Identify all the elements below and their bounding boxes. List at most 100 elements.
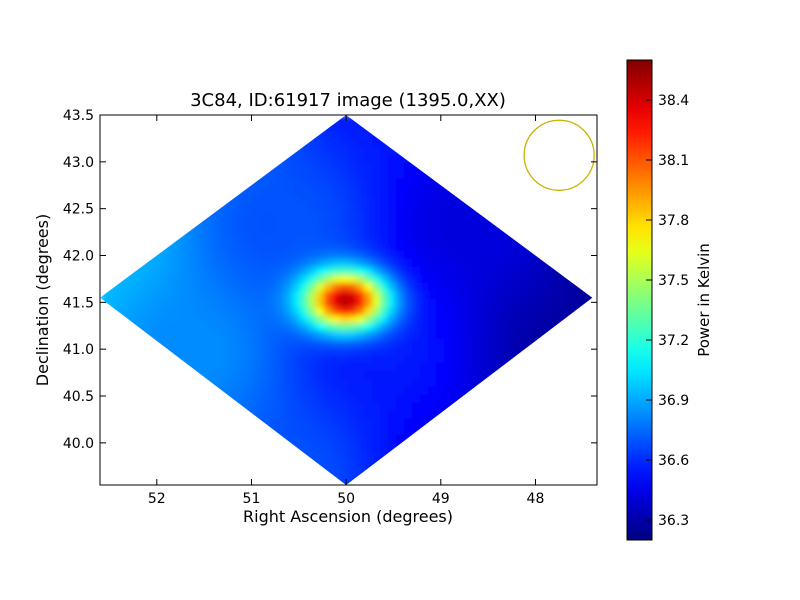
heatmap-cell [196, 123, 205, 132]
heatmap-cell [316, 411, 325, 420]
heatmap-cell [516, 459, 525, 468]
heatmap-cell [308, 371, 317, 380]
heatmap-cell [484, 171, 493, 180]
heatmap-cell [564, 291, 573, 300]
heatmap-cell [100, 387, 109, 396]
heatmap-cell [580, 323, 589, 332]
heatmap-cell [292, 283, 301, 292]
heatmap-cell [300, 323, 309, 332]
heatmap-cell [284, 459, 293, 468]
heatmap-cell [324, 211, 333, 220]
heatmap-cell [268, 435, 277, 444]
heatmap-cell [188, 115, 197, 124]
heatmap-cell [580, 427, 589, 436]
heatmap-cell [460, 171, 469, 180]
heatmap-cell [268, 427, 277, 436]
heatmap-cell [276, 387, 285, 396]
heatmap-cell [172, 251, 181, 260]
heatmap-cell [292, 171, 301, 180]
heatmap-cell [172, 235, 181, 244]
heatmap-cell [284, 315, 293, 324]
heatmap-cell [276, 459, 285, 468]
heatmap-cell [124, 203, 133, 212]
heatmap-cell [396, 115, 405, 124]
heatmap-cell [572, 187, 581, 196]
heatmap-cell [516, 291, 525, 300]
heatmap-cell [548, 155, 557, 164]
heatmap-cell [532, 243, 541, 252]
heatmap-cell [388, 459, 397, 468]
heatmap-cell [436, 355, 445, 364]
heatmap-cell [516, 275, 525, 284]
heatmap-cell [476, 331, 485, 340]
heatmap-cell [348, 291, 357, 300]
heatmap-cell [532, 379, 541, 388]
heatmap-cell [460, 139, 469, 148]
heatmap-cell [516, 419, 525, 428]
heatmap-cell [124, 467, 133, 476]
heatmap-cell [316, 147, 325, 156]
heatmap-cell [420, 163, 429, 172]
heatmap-cell [540, 387, 549, 396]
heatmap-cell [284, 475, 293, 484]
heatmap-cell [492, 219, 501, 228]
heatmap-cell [476, 411, 485, 420]
heatmap-cell [508, 483, 517, 485]
heatmap-cell [452, 331, 461, 340]
heatmap-cell [556, 475, 565, 484]
heatmap-cell [268, 211, 277, 220]
heatmap-cell [164, 219, 173, 228]
heatmap-cell [108, 355, 117, 364]
heatmap-cell [204, 363, 213, 372]
heatmap-cell [300, 315, 309, 324]
heatmap-cell [436, 363, 445, 372]
heatmap-cell [156, 331, 165, 340]
heatmap-cell [428, 283, 437, 292]
heatmap-cell [468, 115, 477, 124]
heatmap-cell [172, 347, 181, 356]
heatmap-cell [196, 315, 205, 324]
heatmap-cell [140, 131, 149, 140]
heatmap-cell [324, 171, 333, 180]
heatmap-cell [396, 147, 405, 156]
heatmap-cell [516, 299, 525, 308]
heatmap-cell [340, 163, 349, 172]
heatmap-cell [492, 179, 501, 188]
heatmap-cell [284, 275, 293, 284]
heatmap-cell [348, 443, 357, 452]
heatmap-cell [372, 307, 381, 316]
heatmap-cell [284, 435, 293, 444]
heatmap-cell [348, 243, 357, 252]
heatmap-cell [556, 339, 565, 348]
heatmap-cell [412, 123, 421, 132]
heatmap-cell [228, 139, 237, 148]
heatmap-cell [444, 131, 453, 140]
heatmap-cell [332, 451, 341, 460]
heatmap-cell [428, 419, 437, 428]
heatmap-cell [268, 267, 277, 276]
heatmap-cell [356, 291, 365, 300]
heatmap-cell [116, 459, 125, 468]
heatmap-cell [108, 275, 117, 284]
heatmap-cell [484, 331, 493, 340]
heatmap-cell [388, 379, 397, 388]
heatmap-cell [364, 339, 373, 348]
heatmap-cell [164, 283, 173, 292]
heatmap-cell [364, 267, 373, 276]
heatmap-cell [300, 227, 309, 236]
heatmap-cell [132, 315, 141, 324]
heatmap-cell [492, 123, 501, 132]
heatmap-cell [308, 363, 317, 372]
heatmap-cell [236, 275, 245, 284]
heatmap-cell [196, 203, 205, 212]
heatmap-cell [556, 451, 565, 460]
heatmap-cell [228, 411, 237, 420]
heatmap-cell [460, 451, 469, 460]
heatmap-cell [524, 179, 533, 188]
heatmap-cell [124, 251, 133, 260]
heatmap-cell [140, 251, 149, 260]
heatmap-cell [252, 435, 261, 444]
heatmap-cell [444, 251, 453, 260]
heatmap-cell [388, 475, 397, 484]
heatmap-cell [236, 243, 245, 252]
